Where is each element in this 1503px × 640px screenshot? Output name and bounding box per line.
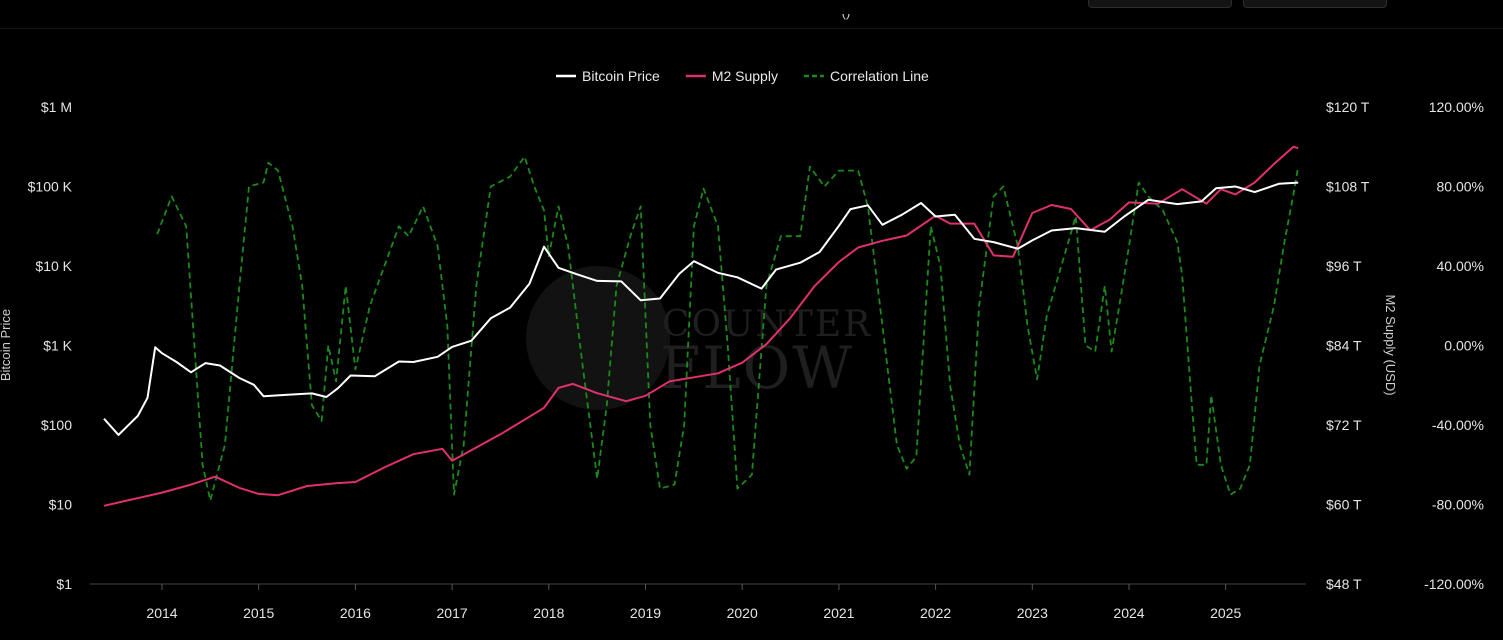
legend-label: Correlation Line — [830, 68, 929, 84]
x-axis-ticks: 2014 2015 2016 2017 2018 2019 2020 2021 2022 2023… — [146, 584, 1241, 621]
y-right-tick-label: $120 T — [1326, 99, 1370, 115]
x-tick-label: 2014 — [146, 605, 177, 621]
y-left-tick-label: $100 — [41, 417, 72, 433]
watermark-logo: COUNTER FLOW — [526, 266, 872, 410]
series-layer — [103, 145, 1300, 507]
y-left-tick-label: $1 — [56, 576, 72, 592]
legend-label: Bitcoin Price — [582, 68, 660, 84]
y-right-tick-label: $48 T — [1326, 576, 1362, 592]
legend-label: M2 Supply — [712, 68, 778, 84]
series-line-m2-supply — [103, 145, 1299, 507]
y-axis-right2-ticks: -120.00% -80.00% -40.00% 0.00% 40.00% 80.00% 1… — [1424, 99, 1484, 592]
legend-item-correlation-line[interactable]: Correlation Line — [803, 68, 929, 84]
watermark-line2: FLOW — [660, 334, 854, 402]
y-right-tick-label: $60 T — [1326, 497, 1362, 513]
series-line-correlation-line — [156, 155, 1300, 502]
watermark-line1: COUNTER — [662, 304, 872, 345]
y-right2-tick-label: 80.00% — [1437, 179, 1484, 195]
y-left-tick-label: $100 K — [28, 179, 73, 195]
x-tick-label: 2019 — [630, 605, 661, 621]
x-tick-label: 2017 — [437, 605, 468, 621]
y-right2-tick-label: 40.00% — [1437, 258, 1484, 274]
y-axis-left-title: Bitcoin Price — [0, 309, 13, 381]
y-right2-tick-label: -40.00% — [1432, 417, 1484, 433]
y-right-tick-label: $72 T — [1326, 417, 1362, 433]
x-tick-label: 2018 — [533, 605, 564, 621]
x-tick-label: 2020 — [727, 605, 758, 621]
x-tick-label: 2022 — [920, 605, 951, 621]
y-right-tick-label: $96 T — [1326, 258, 1362, 274]
series-line-bitcoin-price — [103, 181, 1299, 436]
watermark-circle — [526, 266, 670, 410]
y-right-tick-label: $108 T — [1326, 179, 1370, 195]
y-left-tick-label: $10 K — [35, 258, 72, 274]
y-right2-tick-label: 0.00% — [1444, 338, 1484, 354]
toolbar-button-left[interactable] — [1088, 0, 1232, 8]
x-tick-label: 2025 — [1210, 605, 1241, 621]
chart-legend[interactable]: Bitcoin Price M2 Supply Correlation Line — [556, 68, 929, 84]
toolbar-button-right[interactable] — [1243, 0, 1387, 8]
x-tick-label: 2015 — [243, 605, 274, 621]
chart-title-fragment: () — [826, 14, 866, 28]
x-tick-label: 2021 — [823, 605, 854, 621]
y-right-tick-label: $84 T — [1326, 338, 1362, 354]
x-tick-label: 2023 — [1017, 605, 1048, 621]
top-toolbar — [0, 0, 1503, 29]
y-left-tick-label: $1 K — [43, 338, 72, 354]
legend-item-m2-supply[interactable]: M2 Supply — [685, 68, 778, 84]
y-axis-right-title: M2 Supply (USD) — [1383, 294, 1398, 395]
x-tick-label: 2024 — [1113, 605, 1144, 621]
y-right2-tick-label: 120.00% — [1429, 99, 1484, 115]
x-tick-label: 2016 — [340, 605, 371, 621]
y-left-tick-label: $10 — [49, 497, 73, 513]
legend-item-bitcoin-price[interactable]: Bitcoin Price — [556, 68, 660, 84]
y-left-tick-label: $1 M — [41, 99, 72, 115]
y-right2-tick-label: -120.00% — [1424, 576, 1484, 592]
y-right2-tick-label: -80.00% — [1432, 497, 1484, 513]
y-axis-left-ticks: $1 $10 $100 $1 K $10 K $100 K $1 M — [28, 99, 73, 592]
y-axis-right-ticks: $48 T $60 T $72 T $84 T $96 T $108 T $120 T — [1326, 99, 1370, 592]
